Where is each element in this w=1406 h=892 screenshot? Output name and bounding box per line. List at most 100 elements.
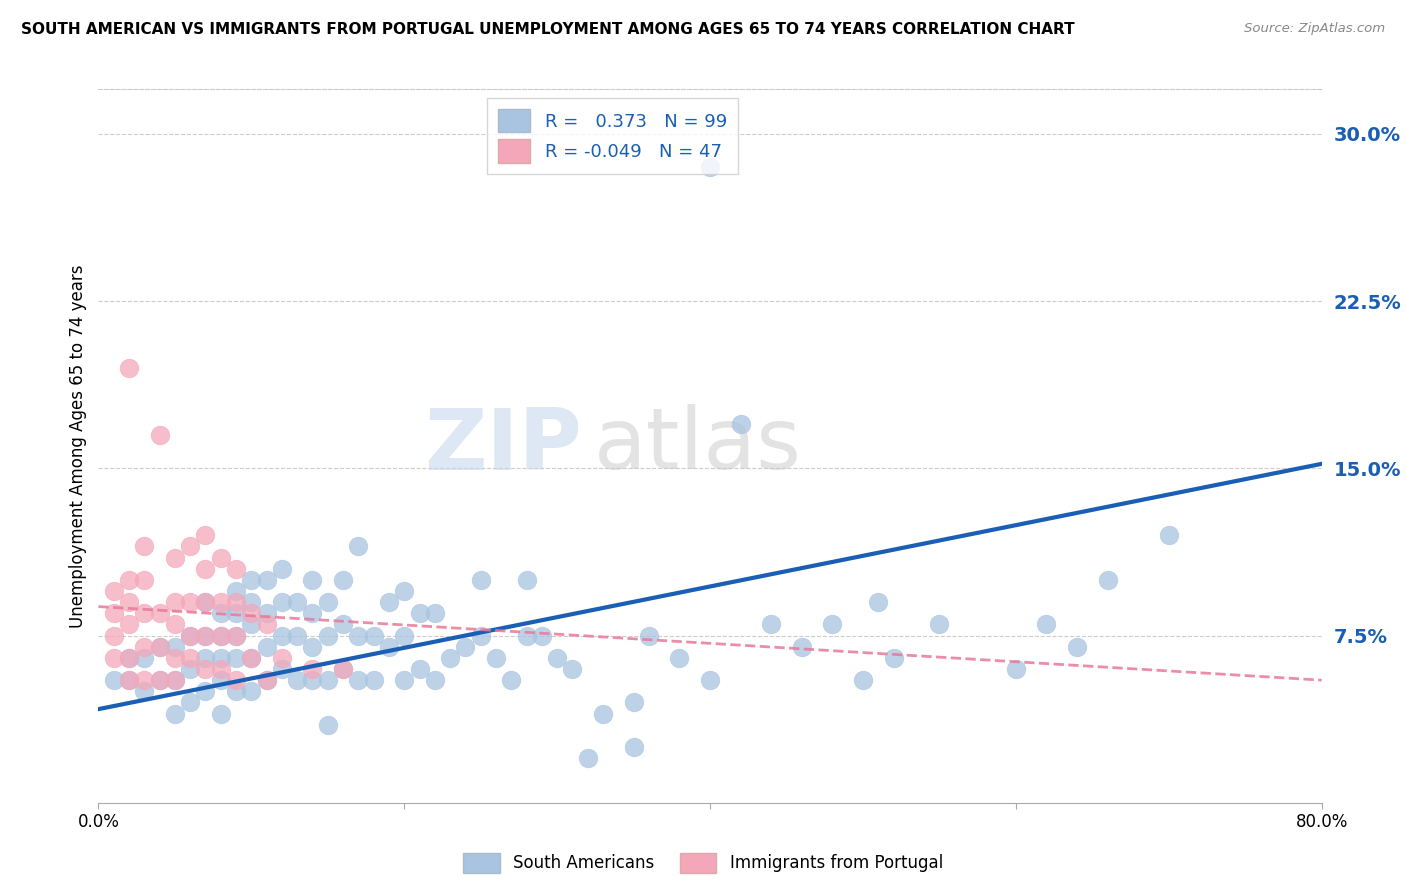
Point <box>363 673 385 687</box>
Point <box>179 628 201 642</box>
Point <box>270 595 292 609</box>
Point <box>363 628 385 642</box>
Point <box>209 651 232 665</box>
Text: atlas: atlas <box>593 404 801 488</box>
Point <box>149 427 172 442</box>
Legend: R =   0.373   N = 99, R = -0.049   N = 47: R = 0.373 N = 99, R = -0.049 N = 47 <box>486 98 738 174</box>
Point <box>285 628 308 642</box>
Point <box>194 628 217 642</box>
Y-axis label: Unemployment Among Ages 65 to 74 years: Unemployment Among Ages 65 to 74 years <box>69 264 87 628</box>
Point <box>225 607 247 621</box>
Point <box>439 651 461 665</box>
Point <box>225 651 247 665</box>
Point <box>285 595 308 609</box>
Point <box>194 595 217 609</box>
Point <box>256 617 278 632</box>
Point <box>179 662 201 676</box>
Text: ZIP: ZIP <box>423 404 582 488</box>
Point <box>332 573 354 587</box>
Point <box>883 651 905 665</box>
Point <box>256 673 278 687</box>
Point <box>118 673 141 687</box>
Point <box>408 607 430 621</box>
Point <box>928 617 950 632</box>
Point <box>301 662 323 676</box>
Point <box>392 583 416 598</box>
Point <box>240 684 263 698</box>
Point <box>392 628 416 642</box>
Point <box>332 662 354 676</box>
Point <box>225 583 247 598</box>
Point <box>118 573 141 587</box>
Point <box>118 360 141 375</box>
Point <box>378 640 401 654</box>
Point <box>423 673 446 687</box>
Point <box>546 651 568 665</box>
Point <box>516 628 538 642</box>
Point <box>699 161 721 175</box>
Point <box>225 684 247 698</box>
Point <box>592 706 614 721</box>
Text: Source: ZipAtlas.com: Source: ZipAtlas.com <box>1244 22 1385 36</box>
Point <box>149 673 172 687</box>
Point <box>408 662 430 676</box>
Point <box>103 628 125 642</box>
Point <box>668 651 690 665</box>
Point <box>240 573 263 587</box>
Point <box>868 595 890 609</box>
Point <box>209 662 232 676</box>
Point <box>134 573 156 587</box>
Point <box>821 617 844 632</box>
Point <box>240 607 263 621</box>
Point <box>163 550 186 565</box>
Point <box>1066 640 1088 654</box>
Point <box>501 673 523 687</box>
Point <box>163 651 186 665</box>
Point <box>194 628 217 642</box>
Point <box>637 628 661 642</box>
Point <box>316 717 339 731</box>
Point <box>301 640 323 654</box>
Point <box>270 662 292 676</box>
Point <box>209 595 232 609</box>
Point <box>209 673 232 687</box>
Point <box>149 607 172 621</box>
Point <box>332 662 354 676</box>
Point <box>316 595 339 609</box>
Point <box>163 617 186 632</box>
Point <box>209 706 232 721</box>
Point <box>163 640 186 654</box>
Point <box>270 628 292 642</box>
Point <box>134 684 156 698</box>
Point <box>270 562 292 576</box>
Point <box>149 640 172 654</box>
Point <box>730 417 752 431</box>
Point <box>118 673 141 687</box>
Point <box>790 640 813 654</box>
Point <box>134 640 156 654</box>
Point <box>194 595 217 609</box>
Point <box>118 617 141 632</box>
Point <box>163 706 186 721</box>
Point <box>347 628 370 642</box>
Point <box>576 751 599 765</box>
Point <box>423 607 446 621</box>
Point <box>454 640 477 654</box>
Point <box>759 617 782 632</box>
Point <box>1035 617 1057 632</box>
Point <box>470 628 492 642</box>
Point <box>240 617 263 632</box>
Point <box>194 562 217 576</box>
Point <box>1157 528 1180 542</box>
Point <box>378 595 401 609</box>
Point <box>1004 662 1026 676</box>
Point <box>163 673 186 687</box>
Point <box>699 673 721 687</box>
Point <box>179 539 201 553</box>
Point <box>179 595 201 609</box>
Point <box>485 651 508 665</box>
Point <box>225 595 247 609</box>
Point <box>225 673 247 687</box>
Point <box>209 550 232 565</box>
Point <box>149 640 172 654</box>
